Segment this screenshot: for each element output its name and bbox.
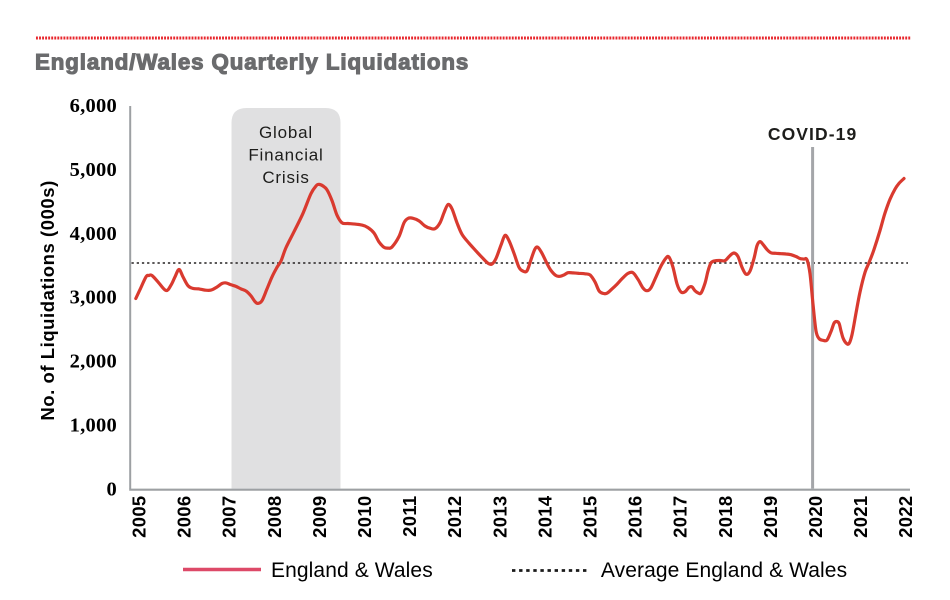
svg-text:2008: 2008 [264,496,285,538]
svg-text:COVID-19: COVID-19 [768,124,858,144]
svg-text:England/Wales Quarterly Liquid: England/Wales Quarterly Liquidations [35,50,469,75]
svg-text:2012: 2012 [444,496,465,538]
svg-text:2013: 2013 [489,496,510,538]
svg-text:2,000: 2,000 [70,351,117,373]
svg-text:1,000: 1,000 [70,414,117,436]
svg-text:Average England & Wales: Average England & Wales [601,559,847,582]
svg-text:2006: 2006 [174,496,195,538]
svg-text:2016: 2016 [625,496,646,538]
svg-text:2022: 2022 [895,496,916,538]
svg-text:6,000: 6,000 [70,95,117,117]
svg-text:5,000: 5,000 [70,159,117,181]
svg-text:2010: 2010 [354,496,375,538]
svg-text:4,000: 4,000 [70,223,117,245]
svg-text:England & Wales: England & Wales [271,559,433,582]
svg-text:2015: 2015 [580,496,601,538]
svg-text:2019: 2019 [760,496,781,538]
svg-text:Global: Global [259,123,313,142]
svg-text:2009: 2009 [309,496,330,538]
svg-text:2018: 2018 [715,496,736,538]
svg-text:No. of Liquidations (000s): No. of Liquidations (000s) [37,180,58,420]
svg-text:2011: 2011 [399,496,420,537]
svg-text:Financial: Financial [248,146,323,165]
svg-text:3,000: 3,000 [70,287,117,309]
svg-text:2007: 2007 [219,496,240,538]
svg-text:2020: 2020 [805,496,826,538]
svg-text:2017: 2017 [670,496,691,538]
svg-text:2014: 2014 [534,495,555,538]
svg-text:0: 0 [107,478,118,500]
svg-text:2005: 2005 [129,496,150,538]
svg-text:Crisis: Crisis [262,168,309,187]
svg-text:2021: 2021 [850,496,871,538]
